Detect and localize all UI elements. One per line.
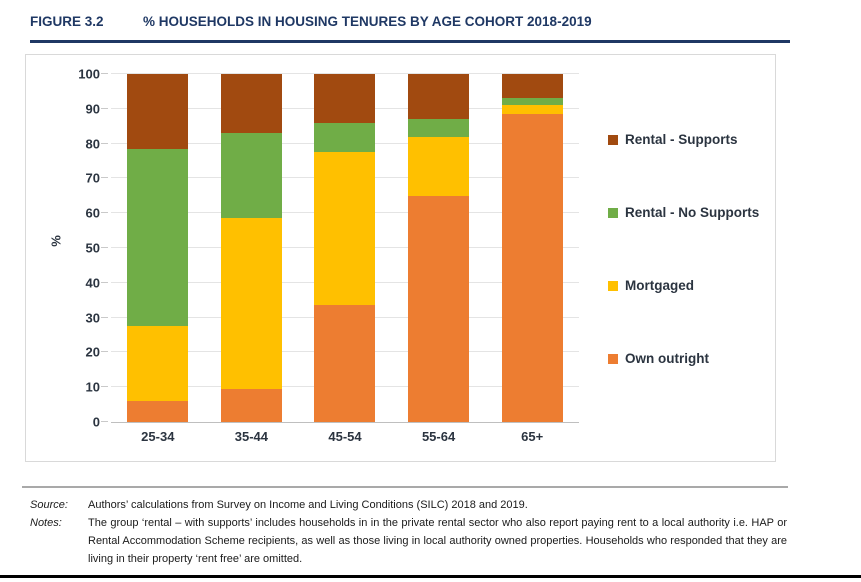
bar-segment bbox=[127, 326, 189, 402]
y-tick-mark bbox=[101, 212, 108, 214]
y-tick-mark bbox=[101, 351, 108, 353]
bar-slot bbox=[485, 74, 579, 422]
bar-segment bbox=[127, 148, 189, 327]
source-label: Source: bbox=[30, 499, 68, 511]
bar-segment bbox=[408, 74, 470, 120]
x-tick-label: 45-54 bbox=[328, 429, 362, 444]
footer-divider bbox=[22, 486, 788, 488]
legend-swatch-icon bbox=[608, 134, 618, 145]
y-tick-label: 50 bbox=[85, 240, 100, 256]
bar-segment bbox=[501, 114, 563, 422]
figure-title: % HOUSEHOLDS IN HOUSING TENURES BY AGE C… bbox=[143, 14, 592, 29]
legend-label: Mortgaged bbox=[625, 278, 694, 293]
legend-item: Mortgaged bbox=[608, 278, 759, 293]
bar-segment bbox=[220, 388, 282, 422]
legend-label: Own outright bbox=[625, 351, 709, 366]
legend-item: Rental - Supports bbox=[608, 132, 759, 147]
bar-25-34 bbox=[127, 74, 189, 422]
bar-65+ bbox=[501, 74, 563, 422]
legend-label: Rental - Supports bbox=[625, 132, 738, 147]
y-tick-mark bbox=[101, 247, 108, 248]
bar-segment bbox=[501, 105, 563, 115]
y-tick-label: 100 bbox=[78, 66, 100, 82]
notes-label: Notes: bbox=[30, 517, 62, 529]
bar-segment bbox=[220, 218, 282, 389]
y-tick-mark bbox=[101, 281, 108, 283]
bar-segment bbox=[408, 136, 470, 196]
y-tick-mark bbox=[101, 142, 108, 144]
bar-segment bbox=[408, 119, 470, 137]
x-tick-label: 55-64 bbox=[421, 429, 456, 444]
footer-notes-block: Source: Authors’ calculations from Surve… bbox=[30, 496, 787, 568]
x-tick-label: 35-44 bbox=[234, 429, 269, 444]
y-tick-mark bbox=[101, 386, 108, 388]
y-tick-label: 0 bbox=[92, 414, 100, 430]
bar-45-54 bbox=[314, 74, 376, 422]
title-underline bbox=[30, 40, 790, 43]
notes-row: Notes: The group ‘rental – with supports… bbox=[30, 514, 787, 568]
plot-area bbox=[101, 73, 579, 423]
bar-slot bbox=[111, 74, 205, 422]
bottom-rule bbox=[0, 575, 861, 578]
bars bbox=[111, 74, 579, 422]
y-tick-label: 60 bbox=[85, 205, 100, 221]
y-tick-label: 80 bbox=[85, 136, 100, 152]
chart-container: % 0 10 20 30 40 50 60 70 80 90 100 25-34 35-44 45-54… bbox=[25, 54, 776, 462]
figure-header: FIGURE 3.2 % HOUSEHOLDS IN HOUSING TENUR… bbox=[30, 13, 790, 32]
bar-segment bbox=[408, 195, 470, 422]
y-tick-label: 20 bbox=[85, 344, 100, 360]
legend-label: Rental - No Supports bbox=[625, 205, 760, 220]
y-tick-label: 10 bbox=[85, 379, 100, 395]
legend: Rental - Supports Rental - No Supports Mor… bbox=[608, 55, 759, 366]
figure-number: FIGURE 3.2 bbox=[30, 14, 104, 29]
y-tick-mark bbox=[101, 316, 108, 318]
y-tick-mark bbox=[101, 177, 108, 179]
bar-slot bbox=[205, 74, 299, 422]
bar-segment bbox=[314, 152, 376, 306]
legend-swatch-icon bbox=[608, 207, 618, 218]
bar-segment bbox=[314, 74, 376, 123]
y-axis-labels: 0 10 20 30 40 50 60 70 80 90 100 bbox=[26, 68, 100, 429]
bar-35-44 bbox=[220, 74, 282, 422]
y-tick-mark bbox=[101, 107, 108, 109]
bar-segment bbox=[220, 74, 282, 134]
y-tick-label: 90 bbox=[85, 101, 100, 117]
y-tick-label: 70 bbox=[85, 170, 100, 186]
legend-swatch-icon bbox=[608, 280, 618, 291]
bar-segment bbox=[501, 74, 563, 99]
bar-segment bbox=[127, 74, 189, 149]
x-tick-label: 65+ bbox=[521, 429, 544, 444]
gridline bbox=[111, 73, 579, 74]
bar-55-64 bbox=[408, 74, 470, 422]
notes-text: The group ‘rental – with supports’ inclu… bbox=[88, 517, 787, 565]
x-axis-line bbox=[111, 422, 579, 423]
y-tick-mark bbox=[101, 421, 108, 422]
bar-segment bbox=[220, 133, 282, 219]
y-tick-label: 40 bbox=[85, 275, 100, 291]
bar-segment bbox=[314, 122, 376, 153]
y-tick-mark bbox=[101, 73, 108, 74]
legend-item: Own outright bbox=[608, 351, 759, 366]
x-axis-labels: 25-34 35-44 45-54 55-64 65+ bbox=[111, 429, 579, 444]
source-row: Source: Authors’ calculations from Surve… bbox=[30, 496, 787, 514]
legend-item: Rental - No Supports bbox=[608, 205, 759, 220]
y-tick-label: 30 bbox=[85, 310, 100, 326]
source-text: Authors’ calculations from Survey on Inc… bbox=[88, 499, 528, 511]
legend-swatch-icon bbox=[608, 353, 618, 364]
bar-segment bbox=[127, 401, 189, 422]
bar-slot bbox=[392, 74, 486, 422]
bar-segment bbox=[314, 305, 376, 422]
bar-segment bbox=[501, 98, 563, 106]
x-tick-label: 25-34 bbox=[141, 429, 175, 444]
bar-slot bbox=[298, 74, 392, 422]
